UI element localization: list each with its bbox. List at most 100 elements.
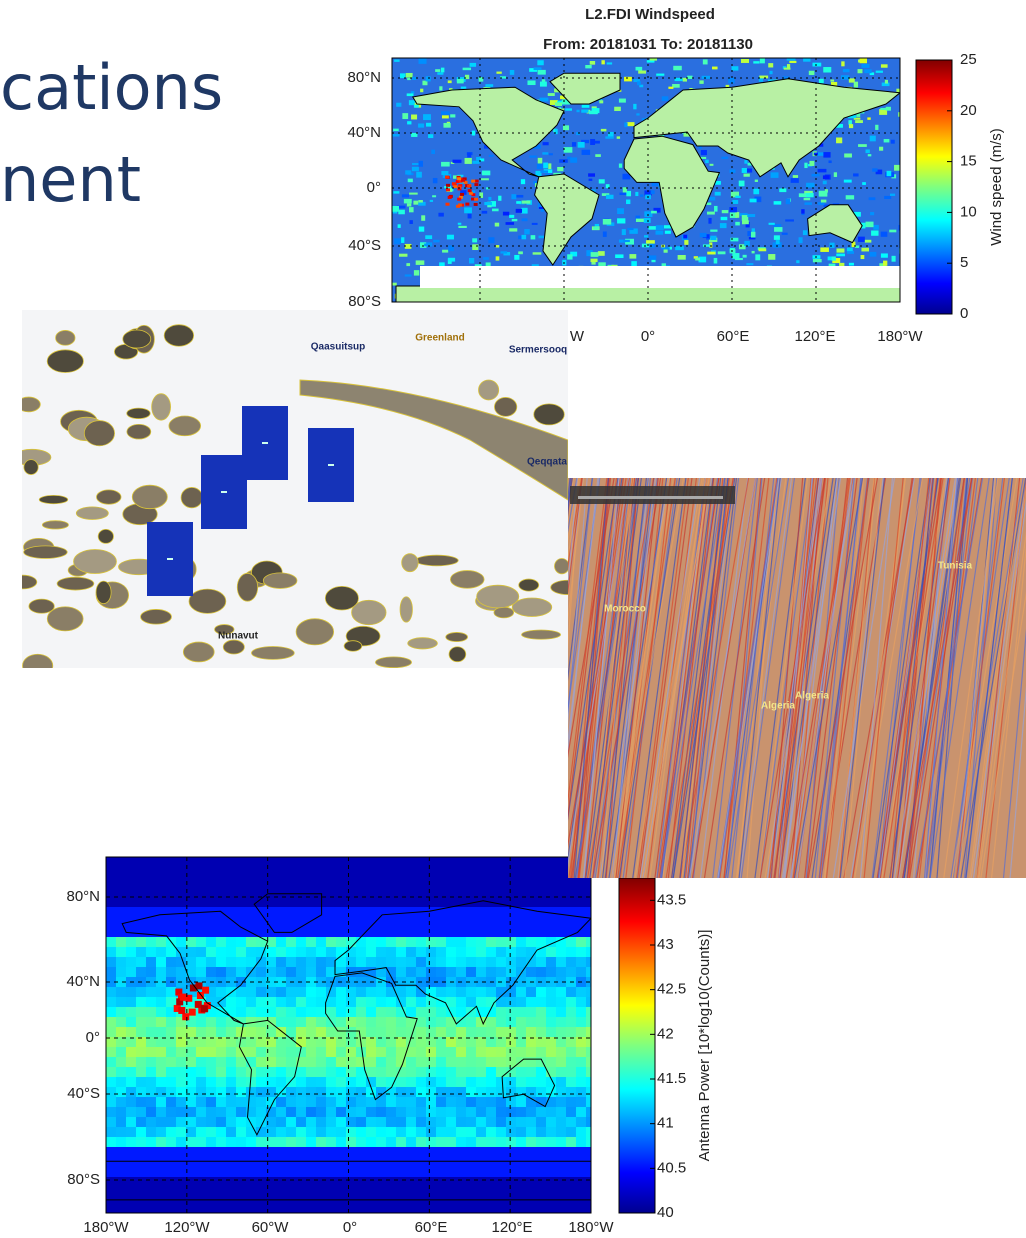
power-cell (536, 1077, 547, 1088)
power-cell (166, 1197, 177, 1208)
wind-swath (538, 158, 543, 164)
wind-swath (818, 169, 827, 172)
slide: cations nent L2.FDI WindspeedFrom: 20181… (0, 0, 1026, 1238)
power-cell (116, 857, 127, 868)
power-cell (136, 1187, 147, 1198)
power-cell (106, 1197, 117, 1208)
power-cell (356, 1087, 367, 1098)
wind-swath (418, 123, 424, 127)
power-cell (106, 877, 117, 888)
power-cell (216, 1157, 227, 1168)
wind-swath (735, 212, 739, 218)
power-cell (416, 1147, 427, 1158)
power-cell (106, 1087, 117, 1098)
wind-swath (463, 68, 471, 71)
power-cell (306, 1057, 317, 1068)
power-cell (336, 1007, 347, 1018)
power-cell (446, 1037, 457, 1048)
power-cell (546, 877, 557, 888)
power-cell (436, 877, 447, 888)
power-cell (186, 1107, 197, 1118)
wind-swath (582, 150, 591, 155)
power-cell (336, 917, 347, 928)
power-cell (316, 1107, 327, 1118)
power-cell (286, 1127, 297, 1138)
power-cell (246, 887, 257, 898)
power-cell (136, 1067, 147, 1078)
wind-swath (412, 167, 419, 171)
power-cell (426, 1117, 437, 1128)
power-cell (506, 987, 517, 998)
power-cell (506, 927, 517, 938)
colorbar (619, 878, 655, 1213)
power-cell (306, 1077, 317, 1088)
power-cell (306, 987, 317, 998)
power-cell (406, 967, 417, 978)
power-cell (396, 887, 407, 898)
power-cell (426, 1007, 437, 1018)
image-bg (22, 310, 568, 668)
power-cell (236, 987, 247, 998)
power-cell (576, 1087, 587, 1098)
power-cell (416, 1127, 427, 1138)
power-cell (386, 937, 397, 948)
power-cell (296, 887, 307, 898)
power-cell (176, 967, 187, 978)
power-cell (216, 887, 227, 898)
power-cell (556, 967, 567, 978)
wind-swath (500, 251, 507, 253)
power-cell (176, 897, 187, 908)
power-cell (286, 887, 297, 898)
power-cell (526, 877, 537, 888)
power-cell (366, 857, 377, 868)
power-cell (256, 867, 267, 878)
power-cell (106, 917, 117, 928)
power-cell (526, 937, 537, 948)
power-cell (436, 1037, 447, 1048)
power-cell (296, 1167, 307, 1178)
power-cell (446, 1177, 457, 1188)
power-cell (346, 1167, 357, 1178)
power-cell (496, 1147, 507, 1158)
power-cell (446, 1197, 457, 1208)
power-cell (176, 1077, 187, 1088)
power-cell (376, 1187, 387, 1198)
power-cell (296, 1077, 307, 1088)
wind-swath (870, 136, 876, 142)
power-cell (476, 857, 487, 868)
power-cell (306, 1197, 317, 1208)
power-cell (206, 1197, 217, 1208)
wind-swath (443, 123, 450, 128)
power-cell (376, 1117, 387, 1128)
power-cell (136, 887, 147, 898)
wind-swath (864, 69, 871, 73)
wind-swath (488, 237, 494, 243)
wind-swath (509, 228, 517, 231)
power-cell (166, 877, 177, 888)
power-cell (406, 1177, 417, 1188)
power-cell (186, 947, 197, 958)
power-cell (536, 1107, 547, 1118)
power-cell (176, 1137, 187, 1148)
power-cell (566, 917, 577, 928)
power-cell (436, 1167, 447, 1178)
wind-swath (849, 124, 853, 128)
power-cell (506, 1077, 517, 1088)
wind-swath (548, 93, 555, 96)
power-cell (446, 927, 457, 938)
power-cell (546, 1187, 557, 1198)
power-cell (406, 1087, 417, 1098)
power-cell (206, 1127, 217, 1138)
power-cell (566, 1057, 577, 1068)
power-cell (436, 1117, 447, 1128)
power-cell (516, 957, 527, 968)
power-cell (136, 857, 147, 868)
power-cell (176, 1207, 187, 1218)
power-cell (526, 907, 537, 918)
power-cell (176, 1157, 187, 1168)
power-cell (456, 1027, 467, 1038)
power-cell (236, 1067, 247, 1078)
power-cell (546, 1027, 557, 1038)
power-cell (396, 1167, 407, 1178)
power-cell (456, 1157, 467, 1168)
